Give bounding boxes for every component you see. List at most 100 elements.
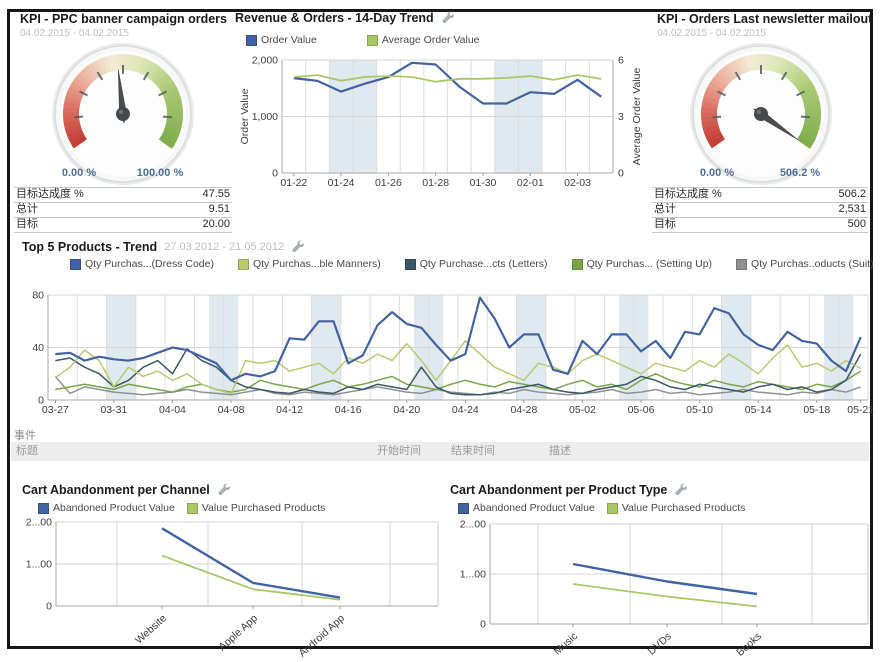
legend-item[interactable]: Order Value (246, 34, 317, 46)
legend-swatch-icon (237, 258, 249, 270)
svg-text:Average Order Value: Average Order Value (631, 68, 643, 166)
legend-item[interactable]: Qty Purchas...(Dress Code) (70, 258, 214, 270)
events-header-row (11, 442, 869, 461)
svg-text:04-16: 04-16 (335, 404, 362, 416)
gauge-min-label: 0.00 % (61, 167, 97, 179)
legend-swatch-icon (38, 502, 49, 514)
legend-item[interactable]: Abandoned Product Value (38, 502, 175, 514)
row-value: 9.51 (208, 203, 230, 215)
settings-wrench-icon[interactable] (217, 483, 231, 497)
legend-swatch-icon (366, 34, 378, 46)
legend-item[interactable]: Average Order Value (366, 34, 480, 46)
cart-abandonment-product-chart[interactable]: 0 1...00 2...00 Music DVDs Books (448, 514, 880, 660)
revenue-orders-chart[interactable]: 0 1,000 2,000 0 3 6 01-22 01-24 01-26 01-28 01-30 0… (238, 50, 650, 198)
table-row: 目标达成度 % 506.2 (652, 187, 868, 202)
row-value: 2,531 (838, 203, 866, 215)
legend-label: Qty Purchas...(Dress Code) (85, 258, 214, 270)
row-value: 47.55 (202, 188, 230, 200)
legend-label: Value Purchased Products (621, 502, 746, 514)
kpi-right-title: KPI - Orders Last newsletter mailout (657, 12, 873, 26)
table-row: 总计 9.51 (14, 202, 232, 217)
svg-text:04-12: 04-12 (276, 404, 303, 416)
legend-item[interactable]: Qty Purchas...ble Manners) (237, 258, 381, 270)
svg-text:01-30: 01-30 (470, 177, 497, 189)
legend-swatch-icon (606, 502, 618, 514)
legend-label: Abandoned Product Value (53, 502, 175, 514)
revenue-chart-title-row: Revenue & Orders - 14-Day Trend (235, 11, 455, 25)
row-label: 目标达成度 % (16, 188, 84, 200)
svg-text:40: 40 (32, 342, 44, 354)
svg-text:02-01: 02-01 (517, 177, 544, 189)
legend-item[interactable]: Abandoned Product Value (458, 502, 595, 514)
svg-text:04-24: 04-24 (452, 404, 479, 416)
events-column-title[interactable]: 标题 (16, 445, 38, 457)
svg-text:Apple App: Apple App (216, 612, 260, 653)
svg-text:1...00: 1...00 (460, 569, 486, 581)
svg-text:05-21: 05-21 (847, 404, 874, 416)
cart-product-title-row: Cart Abandonment per Product Type (450, 483, 688, 497)
kpi-left-title: KPI - PPC banner campaign orders (20, 12, 227, 26)
kpi-right-gauge (690, 43, 832, 185)
svg-text:05-06: 05-06 (628, 404, 655, 416)
cart-channel-legend: Abandoned Product Value Value Purchased … (38, 502, 325, 514)
legend-label: Average Order Value (381, 34, 480, 46)
top5-title-row: Top 5 Products - Trend 27.03.2012 - 21.0… (22, 240, 305, 254)
table-row: 目标 500 (652, 217, 868, 233)
chart-title: Cart Abandonment per Product Type (450, 483, 668, 497)
row-label: 总计 (654, 203, 676, 215)
legend-label: Qty Purchas..oducts (Suit) (751, 258, 874, 270)
legend-item[interactable]: Value Purchased Products (186, 502, 326, 514)
cart-abandonment-channel-chart[interactable]: 0 1...00 2...00 Website Apple App Android App (14, 514, 442, 660)
legend-item[interactable]: Value Purchased Products (606, 502, 746, 514)
svg-text:0: 0 (618, 168, 624, 180)
svg-text:05-18: 05-18 (803, 404, 830, 416)
legend-swatch-icon (736, 258, 748, 270)
row-value: 500 (847, 218, 866, 230)
cart-product-legend: Abandoned Product Value Value Purchased … (458, 502, 745, 514)
settings-wrench-icon[interactable] (291, 240, 305, 254)
row-label: 目标 (654, 218, 676, 230)
svg-text:2...00: 2...00 (26, 517, 52, 529)
row-label: 目标达成度 % (654, 188, 722, 200)
row-label: 总计 (16, 203, 38, 215)
legend-label: Qty Purchase...cts (Letters) (419, 258, 548, 270)
legend-swatch-icon (571, 258, 583, 270)
svg-text:0: 0 (272, 168, 278, 180)
events-column-description[interactable]: 描述 (549, 445, 571, 457)
legend-item[interactable]: Qty Purchase...cts (Letters) (404, 258, 548, 270)
svg-text:1...00: 1...00 (26, 559, 52, 571)
top5-products-chart[interactable]: 0 40 80 03-27 03-31 04-04 04-08 04-12 04-16 04-20… (12, 284, 876, 418)
settings-wrench-icon[interactable] (441, 11, 455, 25)
legend-swatch-icon (70, 258, 81, 270)
events-column-end-time[interactable]: 结束时间 (451, 445, 495, 457)
legend-label: Qty Purchas... (Setting Up) (586, 258, 713, 270)
legend-item[interactable]: Qty Purchas... (Setting Up) (571, 258, 713, 270)
legend-label: Order Value (261, 34, 317, 46)
svg-text:0: 0 (46, 601, 52, 613)
row-value: 506.2 (838, 188, 866, 200)
table-row: 总计 2,531 (652, 202, 868, 217)
svg-text:04-04: 04-04 (159, 404, 186, 416)
svg-text:05-02: 05-02 (569, 404, 596, 416)
svg-text:2...00: 2...00 (460, 519, 486, 531)
svg-text:3: 3 (618, 111, 624, 123)
legend-label: Qty Purchas...ble Manners) (252, 258, 381, 270)
cart-channel-title-row: Cart Abandonment per Channel (22, 483, 231, 497)
svg-text:1,000: 1,000 (252, 111, 278, 123)
events-column-start-time[interactable]: 开始时间 (377, 445, 421, 457)
svg-text:05-10: 05-10 (686, 404, 713, 416)
legend-swatch-icon (404, 258, 416, 270)
legend-item[interactable]: Qty Purchas..oducts (Suit) (736, 258, 874, 270)
kpi-left-gauge (52, 43, 194, 185)
events-section-label: 事件 (14, 430, 36, 442)
settings-wrench-icon[interactable] (674, 483, 688, 497)
table-row: 目标达成度 % 47.55 (14, 187, 232, 202)
gauge-max-label: 506.2 % (779, 167, 821, 179)
chart-title: Top 5 Products - Trend (22, 240, 158, 254)
svg-text:02-03: 02-03 (564, 177, 591, 189)
legend-label: Value Purchased Products (201, 502, 326, 514)
kpi-left-table: 目标达成度 % 47.55 总计 9.51 目标 20.00 (14, 187, 232, 233)
svg-text:DVDs: DVDs (646, 630, 674, 657)
svg-text:0: 0 (38, 395, 44, 407)
svg-text:Android App: Android App (296, 612, 347, 659)
